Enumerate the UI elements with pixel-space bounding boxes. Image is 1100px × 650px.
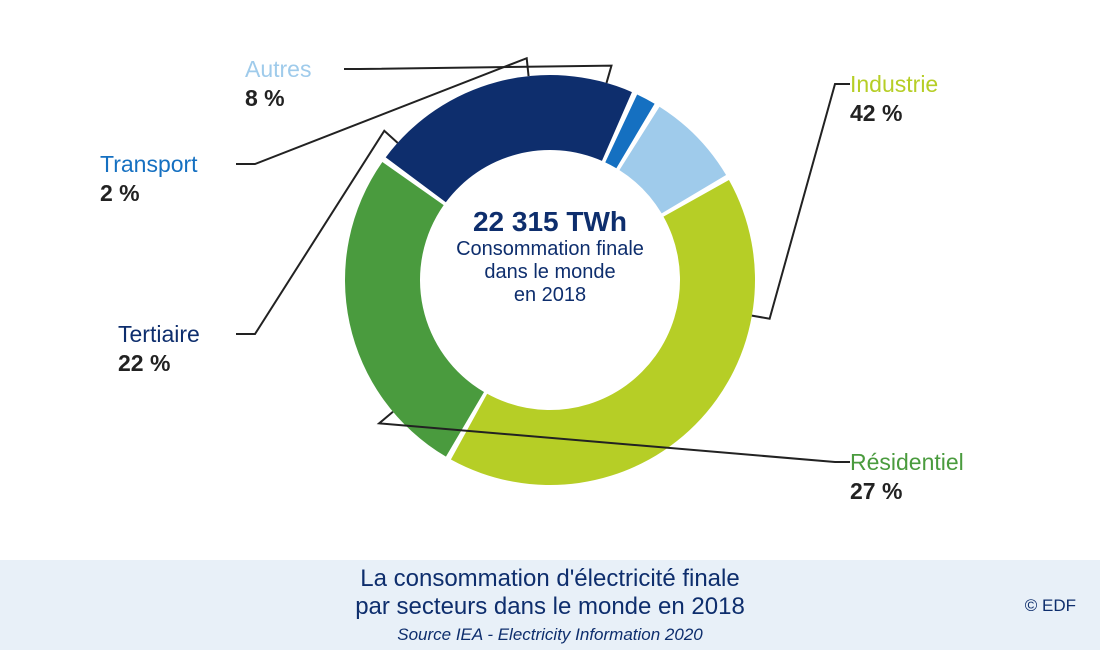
slice-pct-transport: 2 % — [100, 179, 198, 208]
leader-line-industrie — [752, 84, 850, 319]
slice-label-tertiaire: Tertiaire22 % — [118, 320, 200, 378]
slice-label-residentiel: Résidentiel27 % — [850, 448, 964, 506]
footer-bar: La consommation d'électricité finalepar … — [0, 560, 1100, 650]
slice-label-autres: Autres8 % — [245, 55, 311, 113]
chart-container: 22 315 TWh Consommation finaledans le mo… — [0, 0, 1100, 650]
center-detail: Consommation finaledans le mondeen 2018 — [410, 238, 690, 307]
slice-name-tertiaire: Tertiaire — [118, 320, 200, 349]
center-text-block: 22 315 TWh Consommation finaledans le mo… — [410, 206, 690, 307]
slice-label-industrie: Industrie42 % — [850, 70, 938, 128]
slice-name-transport: Transport — [100, 150, 198, 179]
center-value: 22 315 TWh — [410, 206, 690, 238]
slice-name-autres: Autres — [245, 55, 311, 84]
slice-name-residentiel: Résidentiel — [850, 448, 964, 477]
footer-title: La consommation d'électricité finalepar … — [0, 565, 1100, 621]
slice-name-industrie: Industrie — [850, 70, 938, 99]
copyright: © EDF — [1025, 596, 1076, 616]
slice-pct-residentiel: 27 % — [850, 477, 964, 506]
slice-pct-industrie: 42 % — [850, 99, 938, 128]
footer-source: Source IEA - Electricity Information 202… — [0, 625, 1100, 645]
slice-label-transport: Transport2 % — [100, 150, 198, 208]
slice-pct-tertiaire: 22 % — [118, 349, 200, 378]
donut-slice-tertiaire — [386, 75, 632, 202]
slice-pct-autres: 8 % — [245, 84, 311, 113]
